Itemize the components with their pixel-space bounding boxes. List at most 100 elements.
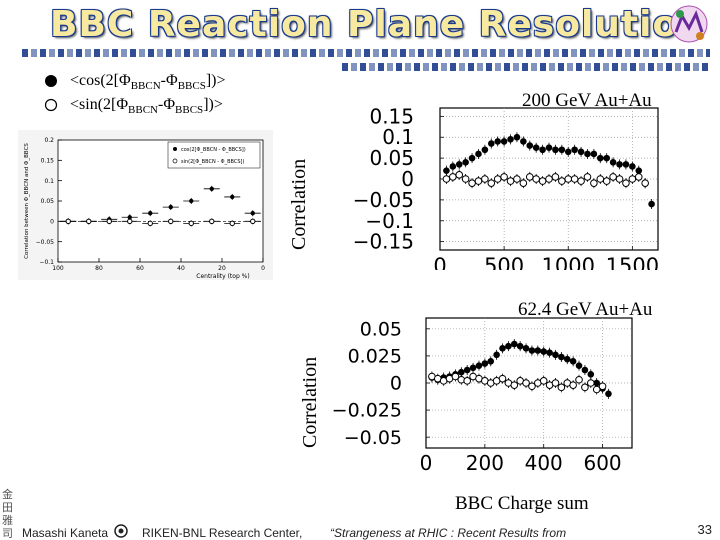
band-mark <box>504 63 510 71</box>
band-mark <box>310 49 316 57</box>
band-mark <box>342 63 348 71</box>
band-mark <box>562 49 568 57</box>
x-tick-label: 0 <box>420 451 433 475</box>
data-point-cos <box>552 146 559 154</box>
inset-legend-open <box>172 158 178 164</box>
data-point-cos <box>571 146 578 154</box>
band-mark <box>193 49 199 57</box>
data-point-cos <box>616 161 623 168</box>
legend-cos-sub1: BBCN <box>130 80 161 93</box>
y-tick-label: 0.1 <box>44 178 54 185</box>
data-point-sin <box>498 374 507 383</box>
data-point-sin <box>86 218 92 225</box>
band-mark <box>450 63 456 71</box>
data-point-cos <box>505 342 512 350</box>
data-point-cos <box>584 150 591 158</box>
band-mark <box>684 63 690 71</box>
data-point-sin <box>468 179 476 187</box>
band-mark <box>526 49 532 57</box>
data-point-cos <box>569 358 577 365</box>
x-tick-label: 1000 <box>542 254 595 270</box>
y-tick-label: −0.05 <box>353 188 414 212</box>
data-point-cos <box>513 133 521 141</box>
chart-62gev: 0.05 0.025 0 −0.025 −0.05 0 200 400 600 <box>332 317 633 475</box>
data-point-sin <box>500 173 508 181</box>
band-mark <box>378 63 384 71</box>
band-mark <box>513 63 519 71</box>
band-mark <box>706 49 710 57</box>
data-point-cos <box>577 148 585 156</box>
label-62gev: 62.4 GeV Au+Au <box>518 299 653 320</box>
data-point-cos <box>540 348 548 355</box>
band-mark <box>22 49 28 57</box>
band-mark <box>301 49 307 57</box>
data-point-cos <box>558 146 566 154</box>
legend-sin-mid: -Φ <box>158 96 176 113</box>
data-point-cos <box>609 158 617 166</box>
data-point-sin <box>590 179 598 187</box>
legend-sin-sub1: BBCN <box>128 104 159 117</box>
data-point-sin <box>641 179 649 187</box>
band-mark <box>544 49 550 57</box>
footer-talk: “Strangeness at RHIC : Recent Results fr… <box>330 526 567 540</box>
data-point-cos <box>520 138 527 145</box>
band-mark <box>256 49 262 57</box>
data-point-cos <box>469 364 477 372</box>
band-mark <box>319 49 325 57</box>
band-mark <box>103 49 109 57</box>
band-mark <box>238 49 244 57</box>
x-tick-label: 0 <box>261 265 265 272</box>
band-mark <box>553 49 559 57</box>
band-mark <box>337 49 343 57</box>
data-point-sin <box>569 381 577 389</box>
data-point-sin <box>587 379 595 387</box>
data-point-cos <box>593 379 600 387</box>
data-point-sin <box>577 177 585 185</box>
data-point-sin <box>609 173 617 181</box>
x-tick-label: 600 <box>583 451 621 475</box>
data-point-cos <box>449 163 457 170</box>
ylabel-62gev: Correlation <box>299 356 321 448</box>
x-tick-label: 0 <box>433 254 446 270</box>
x-tick-label: 1500 <box>606 254 659 270</box>
band-mark <box>661 49 667 57</box>
x-tick-label: 60 <box>136 265 144 272</box>
y-tick-label: 0 <box>50 218 54 225</box>
data-point-cos <box>230 194 235 200</box>
band-mark <box>648 63 654 71</box>
data-point-cos <box>494 138 502 145</box>
data-point-cos <box>148 211 153 216</box>
y-tick-label: 0 <box>401 167 414 191</box>
legend-cos-prefix: <cos(2[Φ <box>70 72 131 89</box>
data-point-sin <box>65 218 71 225</box>
data-point-sin <box>493 175 502 183</box>
data-point-sin <box>581 383 589 392</box>
band-mark <box>360 63 366 71</box>
x-tick-label: 100 <box>52 265 64 272</box>
band-mark <box>346 49 352 57</box>
band-mark <box>652 49 658 57</box>
band-mark <box>481 49 487 57</box>
data-point-sin <box>106 218 112 225</box>
band-mark <box>495 63 501 71</box>
legend-cos-suffix: ])> <box>205 72 226 89</box>
data-point-sin <box>229 220 235 227</box>
data-point-cos <box>487 358 495 365</box>
data-point-sin <box>510 381 519 389</box>
data-point-sin <box>564 175 573 183</box>
band-mark <box>558 63 564 71</box>
band-mark <box>274 49 280 57</box>
band-mark <box>364 49 370 57</box>
y-tick-label: 0 <box>390 373 402 395</box>
band-mark <box>463 49 469 57</box>
band-mark <box>184 49 190 57</box>
band-mark <box>472 49 478 57</box>
data-point-cos <box>605 390 612 398</box>
y-tick-label: −0.025 <box>332 400 402 422</box>
data-point-cos <box>575 362 583 369</box>
band-mark <box>121 49 127 57</box>
data-point-sin <box>513 175 521 183</box>
band-mark <box>535 49 541 57</box>
data-point-cos <box>516 342 524 350</box>
y-tick-label: 0.2 <box>44 137 54 144</box>
